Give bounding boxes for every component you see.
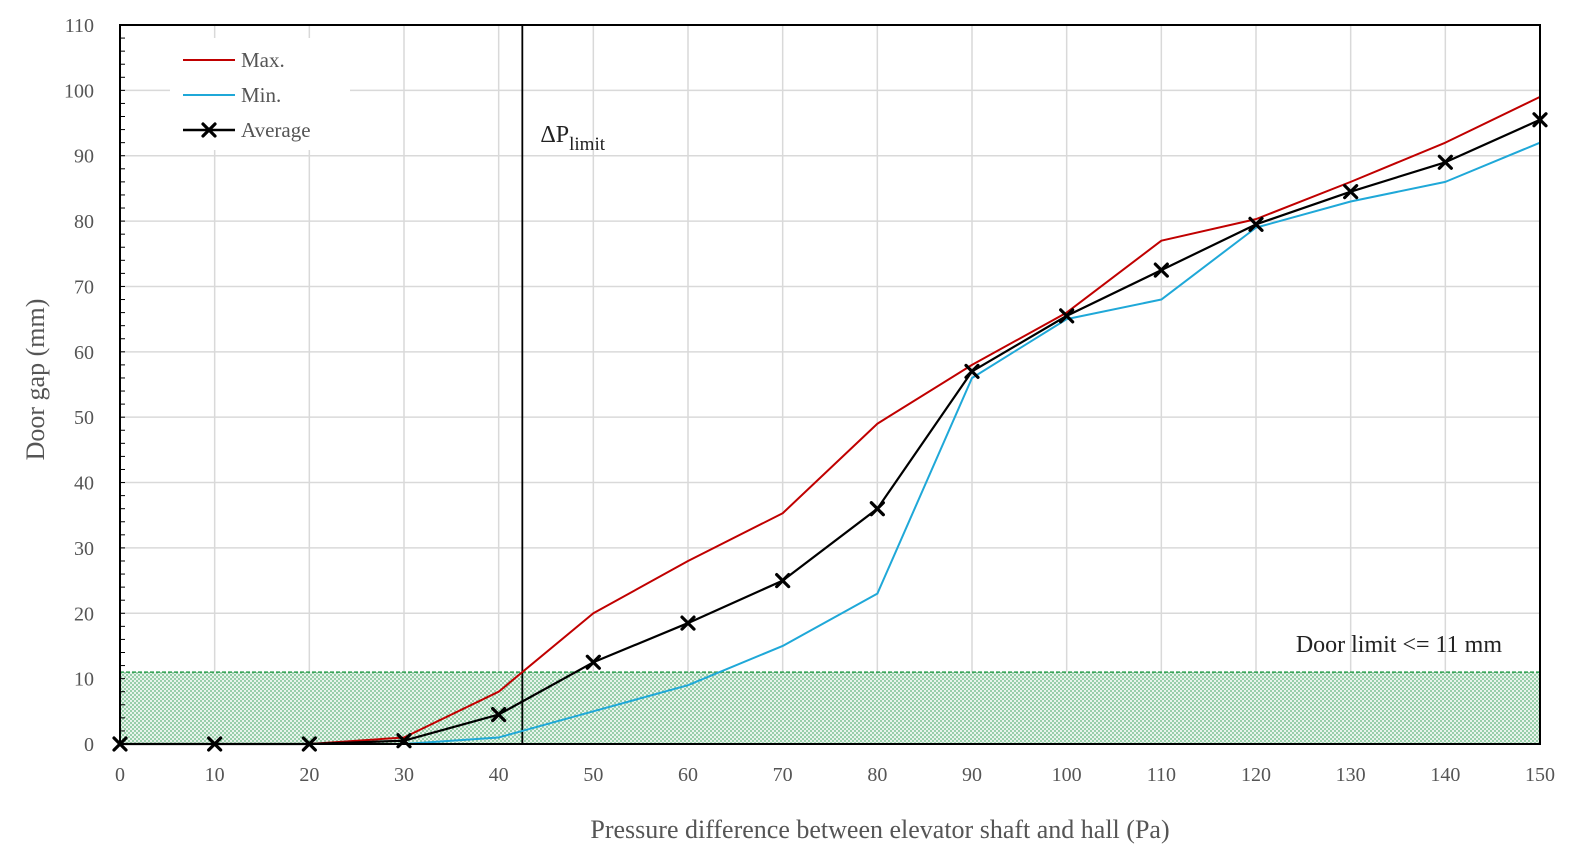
x-tick-label: 130 [1336,764,1366,786]
average-point-marker [585,654,601,670]
average-point-marker [491,706,507,723]
series-line-max [120,95,1541,745]
door-limit-band [120,672,1540,744]
y-tick-label: 30 [74,538,94,560]
legend-item: Max. [183,48,285,72]
y-axis-title: Door gap (mm) [21,299,50,461]
series-line-average [120,118,1541,746]
x-tick-label: 10 [205,764,225,786]
legend-label: Max. [241,48,285,72]
y-tick-label: 10 [74,669,94,691]
average-point-marker [1343,184,1359,200]
x-tick-label: 110 [1147,764,1176,786]
y-tick-label: 100 [64,80,94,102]
average-point-marker [964,363,980,380]
legend: Max. Min. Average [170,38,350,150]
x-tick-label: 90 [962,764,982,786]
y-tick-label: 70 [74,276,94,298]
y-tick-label: 20 [74,603,94,625]
legend-label: Min. [241,83,281,107]
y-tick-label: 110 [65,15,94,37]
x-tick-label: 60 [678,764,698,786]
y-tick-label: 50 [74,407,94,429]
x-tick-label: 70 [773,764,793,786]
delta-p-symbol: ΔP [540,122,569,148]
x-tick-label: 20 [299,764,319,786]
x-tick-label: 30 [394,764,414,786]
x-tick-label: 100 [1052,764,1082,786]
legend-label: Average [241,118,311,142]
average-point-marker [1437,154,1453,170]
legend-marker [201,122,217,138]
plot-frame [119,24,1541,745]
average-point-marker [680,615,696,631]
average-point-marker [1153,262,1169,278]
x-tick-label: 120 [1241,764,1271,786]
legend-item: Min. [183,83,281,107]
average-point-marker [1248,216,1264,232]
x-axis-title: Pressure difference between elevator sha… [590,815,1169,844]
average-point-marker [869,501,885,517]
plot-area [120,25,1540,744]
average-point-marker [775,572,791,589]
y-tick-label: 0 [84,734,94,756]
delta-p-subscript: limit [569,134,606,155]
legend-item: Average [183,118,311,142]
x-tick-label: 80 [867,764,887,786]
axis-ticks: 0 10 20 30 40 50 60 70 80 90 100 110 120 130 140 150 0 10… [64,15,1555,786]
x-tick-label: 150 [1525,764,1555,786]
y-tick-label: 40 [74,473,94,495]
average-point-marker [1059,308,1075,324]
delta-p-limit-label: ΔPlimit [540,122,605,155]
door-limit-label: Door limit <= 11 mm [1296,632,1503,658]
y-tick-label: 80 [74,211,94,233]
x-tick-label: 140 [1430,764,1460,786]
y-tick-label: 90 [74,146,94,168]
x-tick-label: 40 [489,764,509,786]
y-tick-label: 60 [74,342,94,364]
x-tick-label: 50 [583,764,603,786]
x-tick-label: 0 [115,764,125,786]
